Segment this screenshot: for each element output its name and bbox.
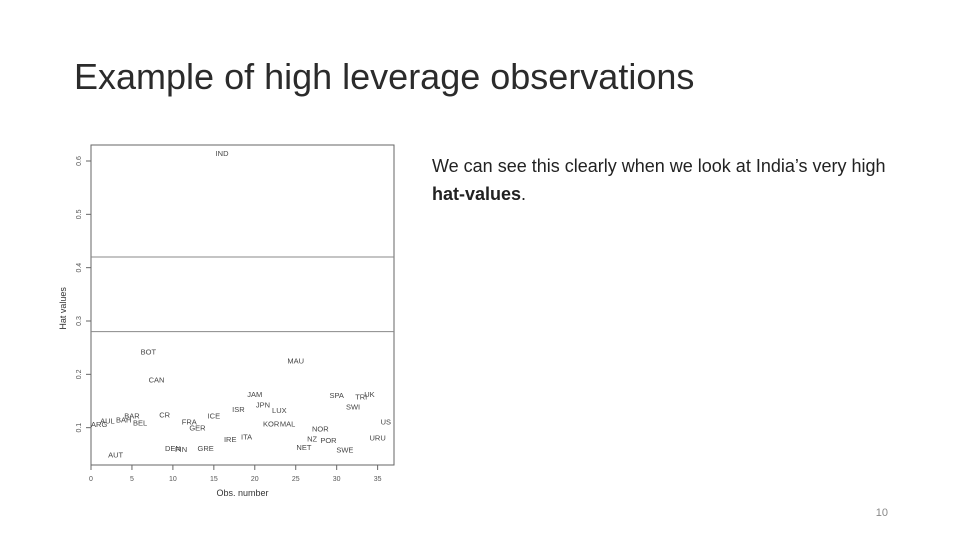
point-label-ita: ITA <box>241 433 252 442</box>
point-label-arg: ARG <box>91 420 107 429</box>
point-label-ind: IND <box>216 149 230 158</box>
point-label-aul: AUL <box>100 417 115 426</box>
point-label-us: US <box>381 417 391 426</box>
plot-frame <box>90 144 395 466</box>
point-label-ger: GER <box>189 424 206 433</box>
hat-values-chart: 0 5 10 15 20 25 30 35 0.1 0.2 0.3 0.4 0.5 0.6 Obs. num… <box>58 144 395 498</box>
point-label-tri: TRI <box>355 393 367 402</box>
point-label-lux: LUX <box>272 406 287 415</box>
point-label-mau: MAU <box>287 356 304 365</box>
point-label-fin: FIN <box>175 445 187 454</box>
point-label-isr: ISR <box>232 405 245 414</box>
point-label-kor: KOR <box>263 419 280 428</box>
point-label-den: DEN <box>165 444 181 453</box>
x-tick-label: 5 <box>130 476 134 483</box>
point-label-jam: JAM <box>247 390 262 399</box>
point-label-ire: IRE <box>224 435 237 444</box>
y-tick-label: 0.5 <box>76 209 83 219</box>
point-label-gre: GRE <box>198 444 214 453</box>
x-tick-label: 0 <box>89 476 93 483</box>
point-label-ice: ICE <box>208 411 221 420</box>
point-label-uru: URU <box>369 433 385 442</box>
point-label-cr: CR <box>159 410 170 419</box>
page-number: 10 <box>875 507 888 519</box>
x-tick-label: 30 <box>333 476 341 483</box>
point-label-swi: SWI <box>346 402 360 411</box>
point-label-nz: NZ <box>307 434 317 443</box>
y-tick-label: 0.3 <box>76 316 83 326</box>
x-tick-label: 10 <box>169 476 177 483</box>
point-label-can: CAN <box>149 376 165 385</box>
y-tick-label: 0.6 <box>76 156 83 166</box>
x-axis-label: Obs. number <box>216 488 268 498</box>
y-axis-label: Hat values <box>58 287 68 330</box>
slide-title: Example of high leverage observations <box>74 56 695 97</box>
y-tick-label: 0.4 <box>76 263 83 273</box>
point-label-aut: AUT <box>108 450 123 459</box>
point-label-bar: BAR <box>124 411 140 420</box>
point-label-bel: BEL <box>133 418 147 427</box>
point-label-bah: BAH <box>116 416 131 425</box>
bullet-text-plain: We can see this clearly when we look at … <box>432 156 886 176</box>
x-tick-label: 15 <box>210 476 218 483</box>
x-tick-label: 35 <box>374 476 382 483</box>
point-label-nor: NOR <box>312 425 329 434</box>
bullet-text: We can see this clearly when we look at … <box>432 152 902 208</box>
point-label-swe: SWE <box>336 446 353 455</box>
x-tick-label: 25 <box>292 476 300 483</box>
point-label-uk: UK <box>364 390 374 399</box>
y-tick-label: 0.2 <box>76 369 83 379</box>
bullet-text-bold: hat-values <box>432 184 522 204</box>
point-label-spa: SPA <box>329 391 343 400</box>
y-tick-label: 0.1 <box>76 423 83 433</box>
point-label-net: NET <box>296 443 311 452</box>
point-label-mal: MAL <box>280 419 295 428</box>
point-label-bot: BOT <box>141 347 157 356</box>
point-label-por: POR <box>320 436 337 445</box>
x-tick-label: 20 <box>251 476 259 483</box>
bullet-text-end: . <box>521 184 527 204</box>
point-label-jpn: JPN <box>256 401 270 410</box>
point-label-fra: FRA <box>182 417 197 426</box>
